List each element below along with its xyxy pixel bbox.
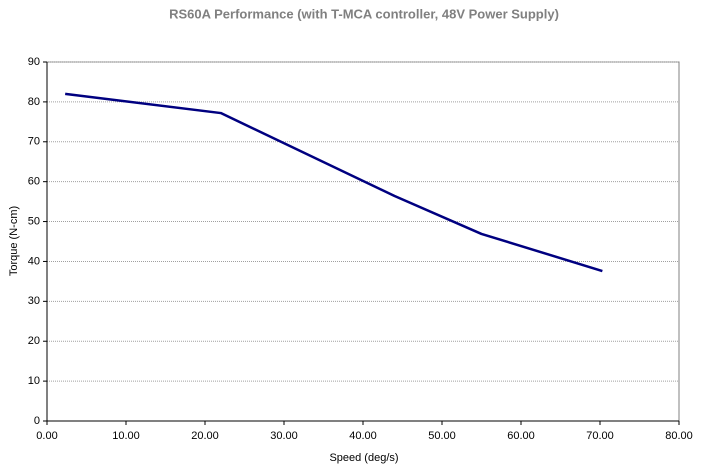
y-tick-label: 0 [34, 415, 40, 427]
y-tick-label: 30 [28, 295, 40, 307]
y-axis-title: Torque (N-cm) [8, 206, 20, 276]
plot-area [46, 61, 680, 422]
x-axis-title: Speed (deg/s) [329, 452, 398, 464]
data-line [65, 92, 603, 273]
x-tick-label: 80.00 [665, 430, 693, 442]
y-tick-label: 20 [28, 335, 40, 347]
x-tick-label: 0.00 [36, 430, 57, 442]
chart-title: RS60A Performance (with T-MCA controller… [169, 6, 559, 21]
x-tick-label: 20.00 [191, 430, 219, 442]
x-tick-label: 10.00 [112, 430, 140, 442]
x-tick-label: 60.00 [507, 430, 535, 442]
y-tick-label: 60 [28, 176, 40, 188]
y-tick-label: 50 [28, 215, 40, 227]
y-tick-label: 90 [28, 56, 40, 68]
y-tick-label: 70 [28, 136, 40, 148]
y-tick-label: 40 [28, 255, 40, 267]
x-tick-label: 30.00 [270, 430, 298, 442]
x-tick-label: 40.00 [349, 430, 377, 442]
y-tick-label: 80 [28, 96, 40, 108]
y-tick-label: 10 [28, 375, 40, 387]
x-tick-label: 50.00 [428, 430, 456, 442]
x-tick-label: 70.00 [586, 430, 614, 442]
